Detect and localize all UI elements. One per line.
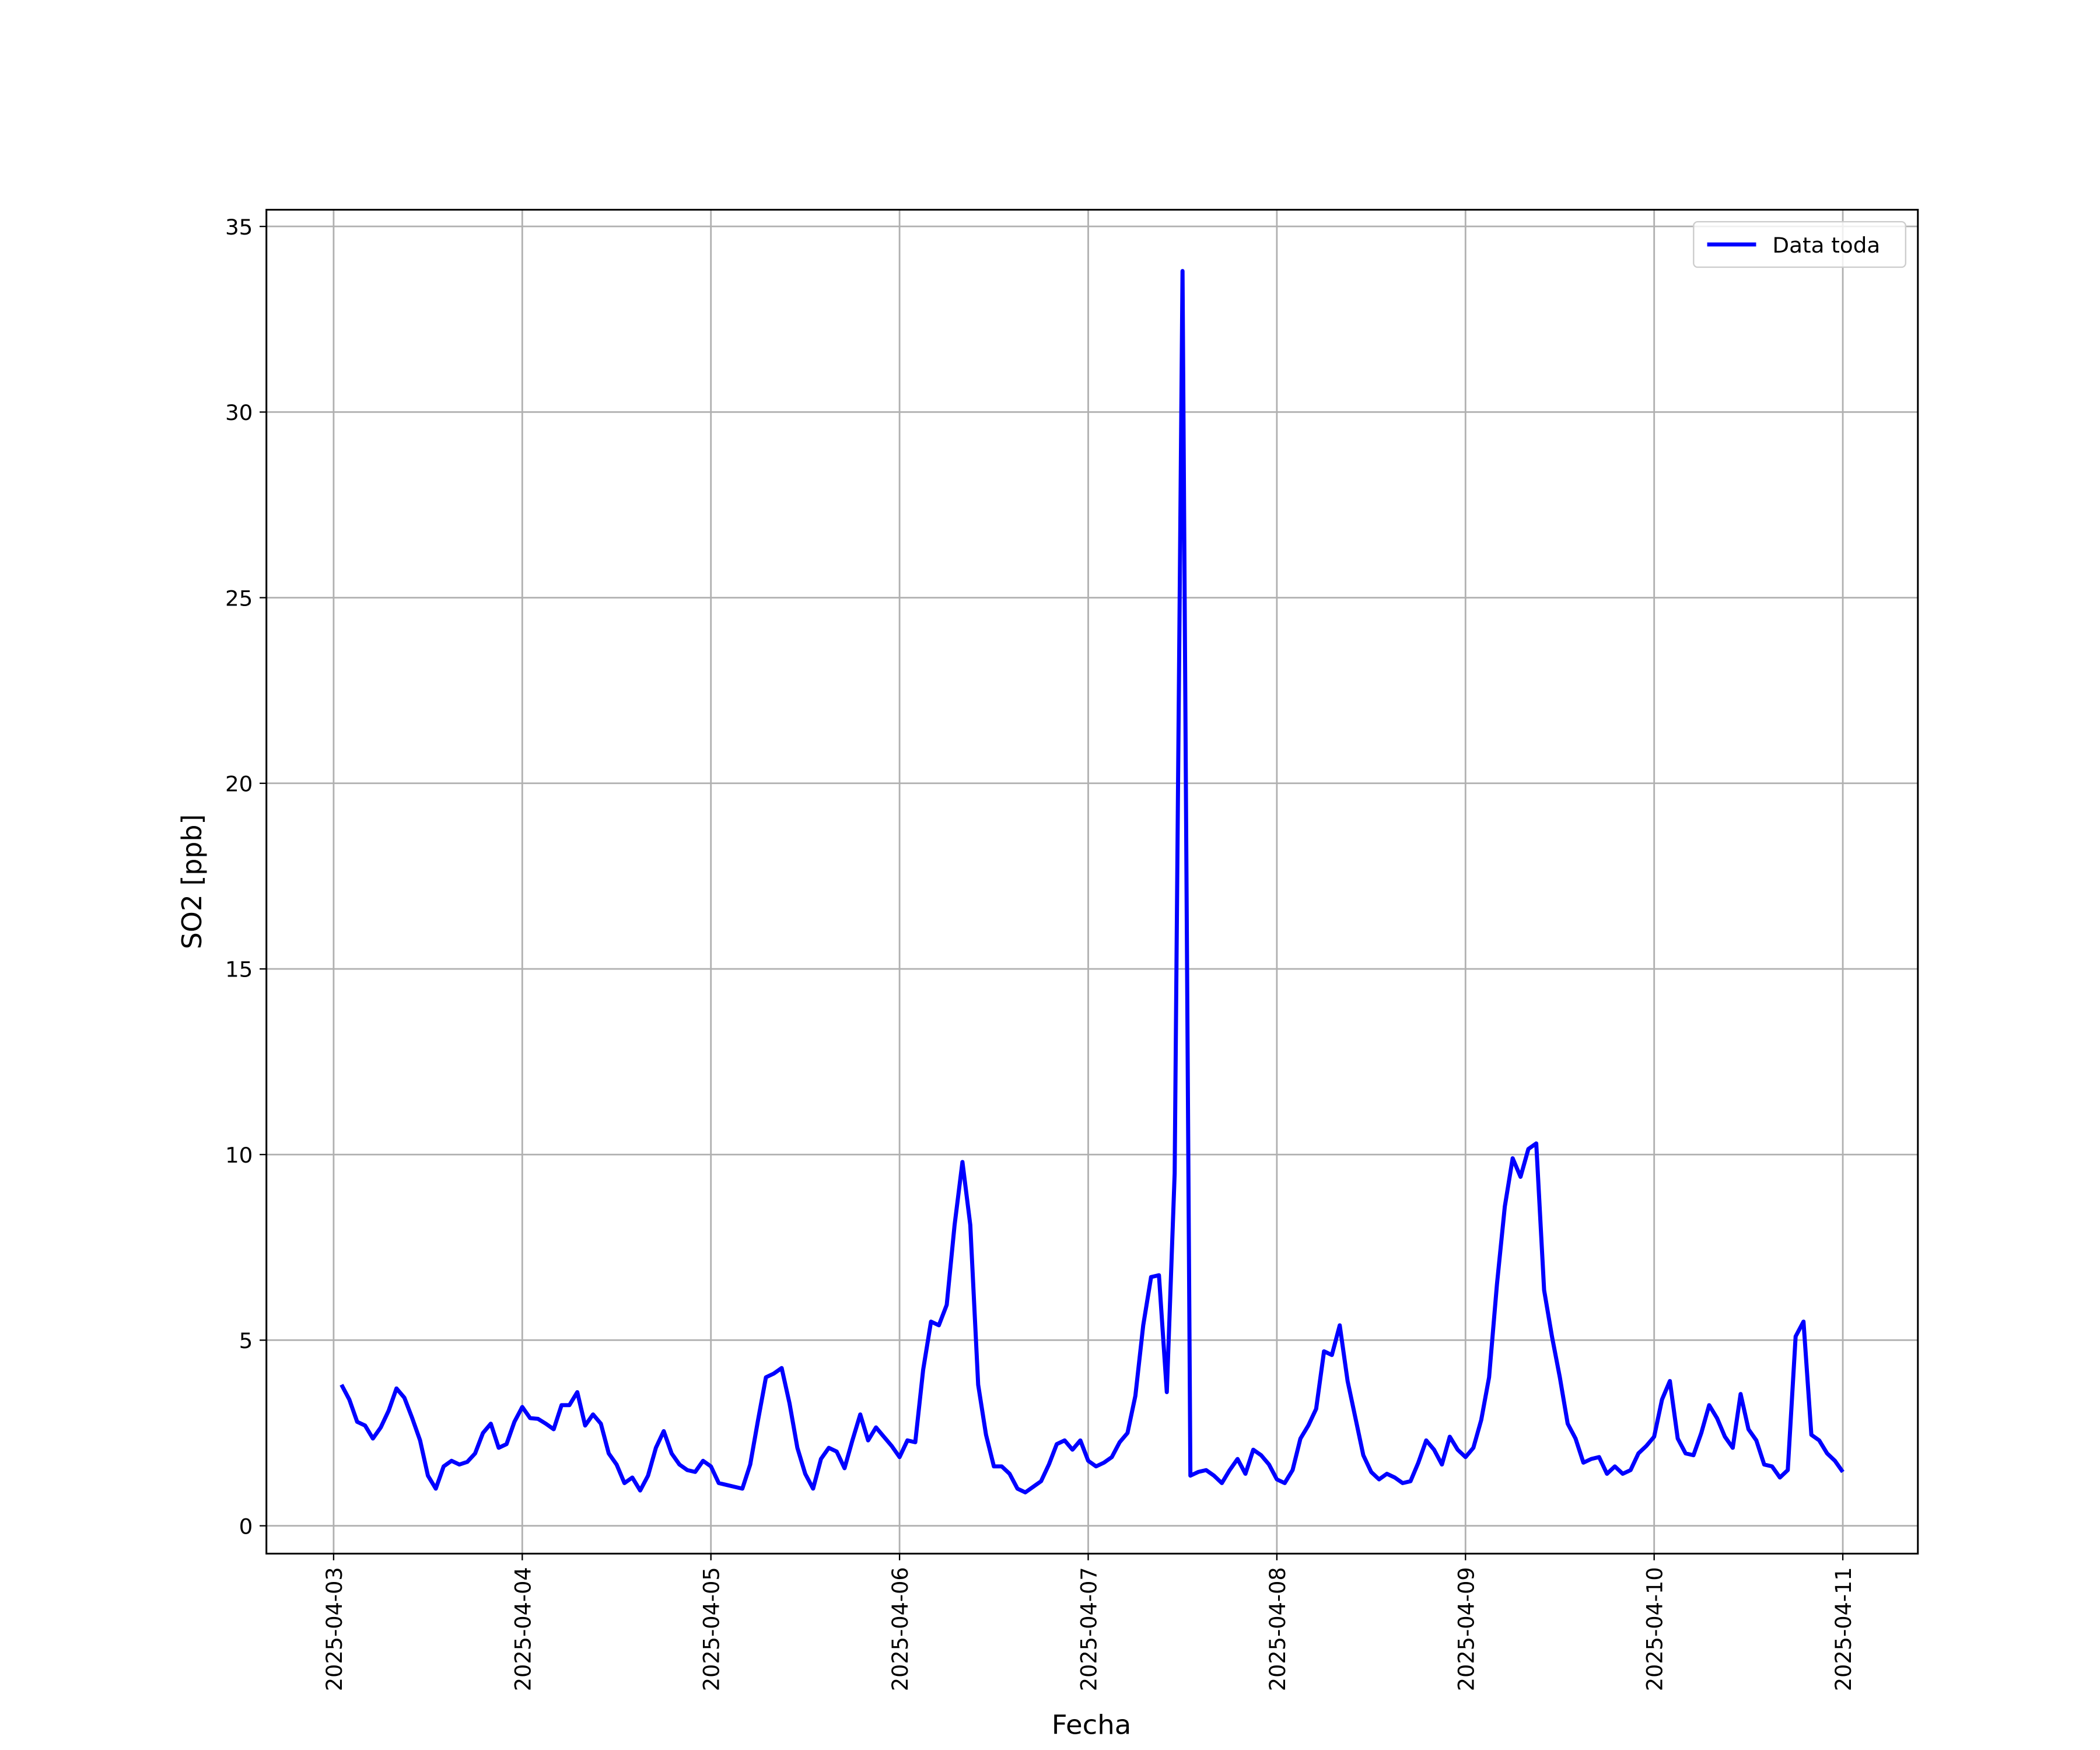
- x-axis-label: Fecha: [1052, 1709, 1132, 1741]
- x-tick-label: 2025-04-11: [1831, 1567, 1856, 1691]
- x-tick-label: 2025-04-07: [1076, 1567, 1101, 1691]
- x-tick-label: 2025-04-08: [1265, 1567, 1290, 1691]
- x-tick-label: 2025-04-09: [1454, 1567, 1479, 1691]
- data-line: [340, 269, 1845, 1494]
- legend-box: [1693, 221, 1906, 268]
- plot-frame: [265, 209, 1919, 1555]
- x-tick-label: 2025-04-10: [1642, 1567, 1667, 1691]
- y-tick-label: 0: [239, 1514, 253, 1539]
- y-tick-label: 5: [239, 1328, 253, 1353]
- x-tick-label: 2025-04-04: [510, 1567, 536, 1691]
- legend-label: Data toda: [1772, 233, 1880, 258]
- y-tick-label: 15: [225, 957, 253, 982]
- y-tick-label: 30: [225, 400, 253, 425]
- y-tick-label: 10: [225, 1143, 253, 1168]
- y-tick-label: 25: [225, 586, 253, 611]
- x-tick-label: 2025-04-05: [699, 1567, 724, 1691]
- y-tick-label: 20: [225, 772, 253, 797]
- x-tick-label: 2025-04-03: [322, 1567, 347, 1691]
- y-axis-label: SO2 [ppb]: [176, 814, 207, 950]
- y-tick-label: 35: [225, 215, 253, 240]
- x-tick-label: 2025-04-06: [888, 1567, 913, 1691]
